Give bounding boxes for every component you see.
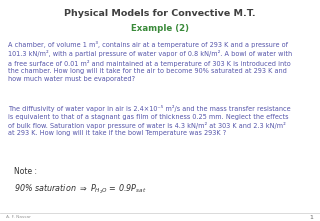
Text: Example (2): Example (2) [131, 24, 189, 33]
Text: 90% saturation $\Rightarrow$ $P_{H_2O}$ = 0.9$P_{sat}$: 90% saturation $\Rightarrow$ $P_{H_2O}$ … [14, 182, 147, 196]
Text: A. F. Nassar: A. F. Nassar [6, 215, 31, 219]
Text: 1: 1 [310, 215, 314, 220]
Text: Physical Models for Convective M.T.: Physical Models for Convective M.T. [64, 8, 256, 17]
Text: A chamber, of volume 1 m³, contains air at a temperature of 293 K and a pressure: A chamber, of volume 1 m³, contains air … [8, 41, 292, 82]
Text: Note :: Note : [14, 167, 37, 176]
Text: The diffusivity of water vapor in air is 2.4×10⁻⁵ m²/s and the mass transfer res: The diffusivity of water vapor in air is… [8, 105, 291, 136]
